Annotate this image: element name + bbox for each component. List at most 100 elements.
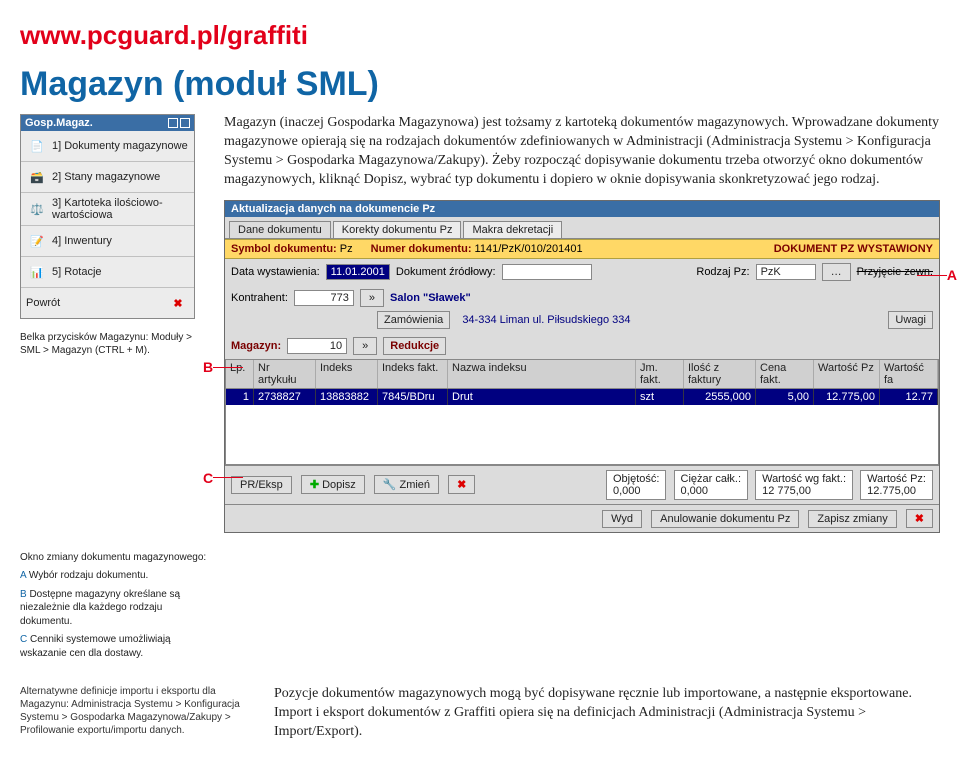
yellow-strip: Symbol dokumentu: Pz Numer dokumentu: 11… [225, 239, 939, 259]
magazyn-field[interactable]: 10 [287, 338, 347, 354]
legend-b: B Dostępne magazyny określane są niezale… [20, 588, 210, 629]
form-row-3: Magazyn: 10 » Redukcje [225, 333, 939, 359]
toolbar-item-kartoteka[interactable]: ⚖️ 3] Kartoteka ilościowo-wartościowa [21, 193, 194, 226]
toolbar-item-inwentury[interactable]: 📝 4] Inwentury [21, 226, 194, 257]
uwagi-button[interactable]: Uwagi [888, 311, 933, 329]
callout-b: B [203, 359, 213, 375]
legend-c: C Cenniki systemowe umożliwiają wskazani… [20, 633, 210, 660]
chart-icon: 📊 [26, 261, 48, 283]
form-row-1: Data wystawienia: 11.01.2001 Dokument źr… [225, 259, 939, 285]
callout-c: C [203, 470, 213, 486]
grid-row[interactable]: 1 2738827 13883882 7845/BDru Drut szt 25… [225, 389, 939, 405]
cell: 13883882 [316, 389, 378, 405]
dialog-footer-2: Wyd Anulowanie dokumentu Pz Zapisz zmian… [225, 504, 939, 532]
wp-stat: Wartość Pz:12.775,00 [860, 470, 933, 500]
rodzaj-dropdown-button[interactable]: … [822, 263, 851, 281]
dialog-titlebar: Aktualizacja danych na dokumencie Pz [225, 201, 939, 217]
date-label: Data wystawienia: [231, 266, 320, 278]
col-cena: Cena fakt. [756, 360, 814, 388]
przyjecie-label: Przyjęcie zewn. [857, 266, 933, 278]
folder-icon: 📄 [26, 135, 48, 157]
doc-status: DOKUMENT PZ WYSTAWIONY [774, 243, 933, 255]
cell: 5,00 [756, 389, 814, 405]
plus-icon: ✚ [310, 478, 319, 491]
scale-icon: ⚖️ [26, 198, 48, 220]
dopisz-button[interactable]: ✚Dopisz [301, 475, 365, 494]
kontrahent-name: Salon "Sławek" [390, 292, 471, 304]
tab-korekty[interactable]: Korekty dokumentu Pz [333, 221, 462, 238]
x-icon: ✖ [167, 292, 189, 314]
x-icon: ✖ [915, 512, 924, 525]
col-nrart: Nr artykułu [254, 360, 316, 388]
x-icon: ✖ [457, 478, 466, 491]
footnote-right: Pozycje dokumentów magazynowych mogą być… [274, 685, 940, 742]
ciezar-stat: Ciężar całk.:0,000 [674, 470, 749, 500]
toolbar-item-powrot[interactable]: Powrót ✖ [21, 288, 194, 318]
cell: 2555,000 [684, 389, 756, 405]
callout-a: A [947, 267, 957, 283]
dopisz-label: Dopisz [322, 479, 356, 491]
toolbar-item-label: 3] Kartoteka ilościowo-wartościowa [52, 197, 189, 221]
cell: 1 [226, 389, 254, 405]
toolbar-item-stany[interactable]: 🗃️ 2] Stany magazynowe [21, 162, 194, 193]
toolbar-item-rotacje[interactable]: 📊 5] Rotacje [21, 257, 194, 288]
close-button[interactable]: ✖ [906, 509, 933, 528]
kontrahent-address: 34-334 Liman ul. Piłsudskiego 334 [462, 314, 630, 326]
date-field[interactable]: 11.01.2001 [326, 264, 390, 280]
toolbar-item-label: 4] Inwentury [52, 235, 189, 247]
toolbar-window-controls [168, 118, 190, 128]
col-lp: Lp. [226, 360, 254, 388]
cell: 12.77 [880, 389, 938, 405]
magazyn-label: Magazyn: [231, 340, 281, 352]
col-jm: Jm. fakt. [636, 360, 684, 388]
footnote-left: Alternatywne definicje importu i eksport… [20, 685, 260, 742]
kontrahent-field[interactable]: 773 [294, 290, 354, 306]
zmien-button[interactable]: 🔧Zmień [374, 475, 439, 494]
src-field[interactable] [502, 264, 592, 280]
cell: 12.775,00 [814, 389, 880, 405]
zamowienia-button[interactable]: Zamówienia [377, 311, 450, 329]
minimize-icon[interactable] [168, 118, 178, 128]
tab-makra[interactable]: Makra dekretacji [463, 221, 562, 238]
col-ilosc: Ilość z faktury [684, 360, 756, 388]
col-ifakt: Indeks fakt. [378, 360, 448, 388]
magazyn-browse-button[interactable]: » [353, 337, 377, 355]
col-wpz: Wartość Pz [814, 360, 880, 388]
pr-button[interactable]: PR/Eksp [231, 476, 292, 494]
toolbar-item-label: 2] Stany magazynowe [52, 171, 189, 183]
legend-a: A Wybór rodzaju dokumentu. [20, 569, 210, 583]
form-row-2b: Zamówienia 34-334 Liman ul. Piłsudskiego… [225, 311, 939, 333]
dialog-footer-1: PR/Eksp ✚Dopisz 🔧Zmień ✖ Objętość:0,000 … [225, 465, 939, 504]
wyd-button[interactable]: Wyd [602, 510, 642, 528]
toolbar-titlebar: Gosp.Magaz. [21, 115, 194, 131]
tab-dane[interactable]: Dane dokumentu [229, 221, 331, 238]
zapisz-button[interactable]: Zapisz zmiany [808, 510, 896, 528]
anul-button[interactable]: Anulowanie dokumentu Pz [651, 510, 799, 528]
sym-value: Pz [340, 243, 353, 255]
rodzaj-field[interactable]: PzK [756, 264, 816, 280]
close-icon[interactable] [180, 118, 190, 128]
page-title: Magazyn (moduł SML) [20, 65, 940, 104]
grid-empty [225, 405, 939, 465]
usun-button[interactable]: ✖ [448, 475, 475, 494]
callout-line-b [213, 367, 243, 368]
toolbar-item-label: 1] Dokumenty magazynowe [52, 140, 189, 152]
toolbar-item-dokumenty[interactable]: 📄 1] Dokumenty magazynowe [21, 131, 194, 162]
cell: szt [636, 389, 684, 405]
objetosc-stat: Objętość:0,000 [606, 470, 666, 500]
dialog-pz: Aktualizacja danych na dokumencie Pz Dan… [224, 200, 940, 533]
grid-header: Lp. Nr artykułu Indeks Indeks fakt. Nazw… [225, 359, 939, 389]
callout-line-c [213, 477, 243, 478]
legend-head: Okno zmiany dokumentu magazynowego: [20, 551, 210, 565]
dialog-tabs: Dane dokumentu Korekty dokumentu Pz Makr… [225, 217, 939, 239]
kontrahent-browse-button[interactable]: » [360, 289, 384, 307]
redukcje-button[interactable]: Redukcje [383, 337, 446, 355]
kontrahent-label: Kontrahent: [231, 292, 288, 304]
zmien-label: Zmień [399, 479, 430, 491]
chest-icon: 🗃️ [26, 166, 48, 188]
toolbar-item-label: Powrót [26, 297, 163, 309]
page-url: www.pcguard.pl/graffiti [20, 20, 940, 51]
form-row-2: Kontrahent: 773 » Salon "Sławek" [225, 285, 939, 311]
toolbar-title: Gosp.Magaz. [25, 117, 93, 129]
wrench-icon: 🔧 [383, 478, 397, 491]
